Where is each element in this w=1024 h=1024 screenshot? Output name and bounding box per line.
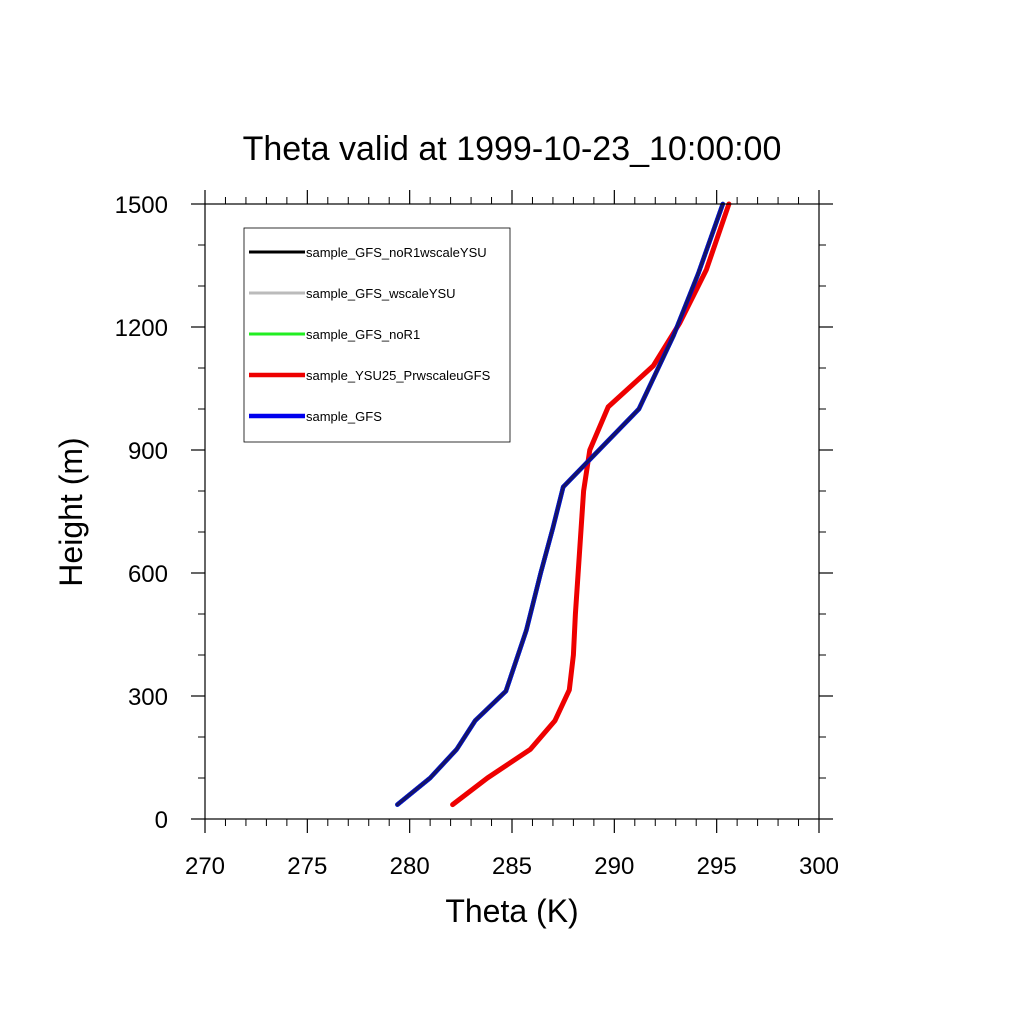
x-axis-label: Theta (K) (445, 893, 578, 929)
y-tick-label: 300 (128, 684, 168, 711)
y-tick-label: 0 (155, 807, 168, 834)
legend: sample_GFS_noR1wscaleYSU sample_GFS_wscal… (243, 227, 511, 443)
axes-layer: 270 275 280 285 290 295 300 0 300 600 900 1200 1500 (115, 190, 839, 880)
x-tick-label: 300 (799, 853, 839, 880)
y-tick-label: 1200 (115, 315, 168, 342)
y-tick-label: 1500 (115, 192, 168, 219)
legend-label-1: sample_GFS_wscaleYSU (306, 286, 456, 301)
series-layer (395, 201, 732, 808)
x-tick-label: 270 (185, 853, 225, 880)
x-tick-label: 295 (697, 853, 737, 880)
legend-label-2: sample_GFS_noR1 (306, 327, 420, 342)
y-axis-label: Height (m) (53, 437, 89, 586)
chart-title: Theta valid at 1999-10-23_10:00:00 (243, 130, 782, 168)
legend-label-4: sample_GFS (306, 409, 382, 424)
x-tick-label: 275 (287, 853, 327, 880)
series-overlay-line (395, 202, 725, 807)
x-tick-label: 285 (492, 853, 532, 880)
x-tick-label: 290 (594, 853, 634, 880)
legend-label-0: sample_GFS_noR1wscaleYSU (306, 245, 487, 260)
legend-label-3: sample_YSU25_PrwscaleuGFS (306, 368, 491, 383)
x-tick-label: 280 (390, 853, 430, 880)
y-tick-label: 600 (128, 561, 168, 588)
y-tick-label: 900 (128, 438, 168, 465)
